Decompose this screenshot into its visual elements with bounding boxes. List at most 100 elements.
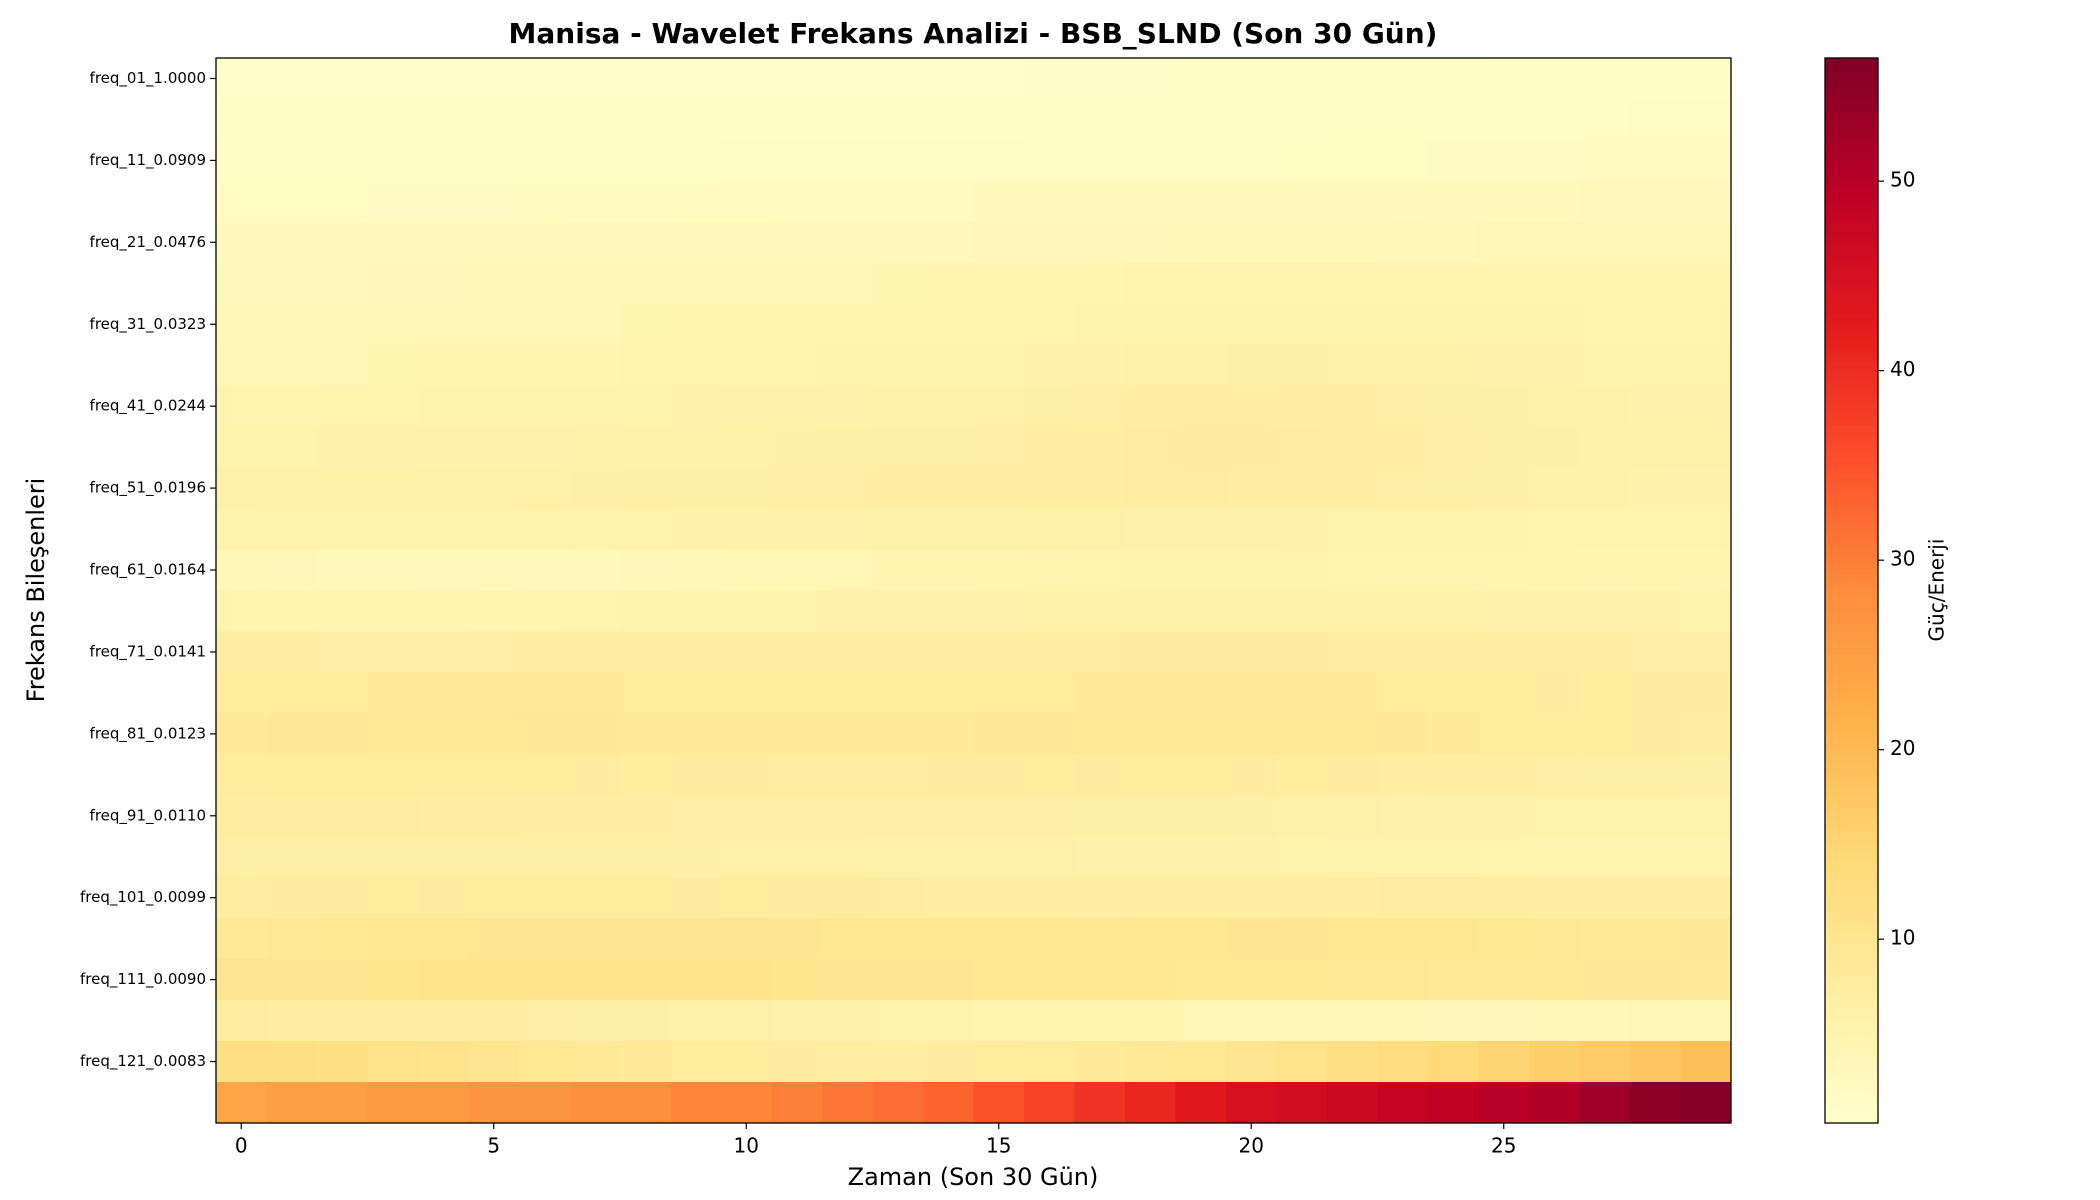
heatmap-cell <box>1428 713 1480 755</box>
heatmap-cell <box>923 426 975 469</box>
colorbar-swatch <box>1825 1032 1878 1039</box>
colorbar-swatch <box>1825 159 1878 166</box>
heatmap-cell <box>1630 877 1682 919</box>
heatmap-cell <box>1074 303 1126 346</box>
colorbar-swatch <box>1825 388 1878 395</box>
heatmap-cell <box>1024 590 1076 633</box>
colorbar-tick-label: 10 <box>1890 926 1915 950</box>
colorbar-swatch <box>1825 494 1878 501</box>
colorbar-swatch <box>1825 904 1878 911</box>
heatmap-cell <box>1680 98 1732 141</box>
heatmap-cell <box>1226 1082 1278 1124</box>
colorbar-swatch <box>1825 718 1878 725</box>
heatmap-cell <box>317 754 369 796</box>
heatmap-cell <box>418 918 470 960</box>
heatmap-cell <box>216 180 268 223</box>
colorbar-swatch <box>1825 228 1878 235</box>
heatmap-cell <box>1175 549 1227 592</box>
heatmap-cell <box>771 1041 823 1083</box>
colorbar-swatch <box>1825 569 1878 576</box>
heatmap-cell <box>721 344 773 387</box>
heatmap-cell <box>519 508 571 551</box>
heatmap-cell <box>771 713 823 755</box>
heatmap-cell <box>1276 180 1328 223</box>
heatmap-cell <box>1529 836 1581 878</box>
heatmap-cell <box>771 1082 823 1124</box>
heatmap-cell <box>822 836 874 878</box>
heatmap-cell <box>1226 467 1278 510</box>
heatmap-cell <box>1327 631 1379 674</box>
heatmap-cell <box>670 549 722 592</box>
heatmap-cell <box>620 1041 672 1083</box>
colorbar-swatch <box>1825 499 1878 506</box>
heatmap-cell <box>1074 836 1126 878</box>
heatmap-cell <box>822 754 874 796</box>
colorbar-swatch <box>1825 803 1878 810</box>
heatmap-cell <box>367 549 419 592</box>
colorbar-swatch <box>1825 1048 1878 1055</box>
heatmap-cell <box>216 795 268 837</box>
heatmap-cell <box>1680 713 1732 755</box>
colorbar-swatch <box>1825 835 1878 842</box>
heatmap-cell <box>1579 426 1631 469</box>
heatmap-cell <box>1428 918 1480 960</box>
colorbar-swatch <box>1825 979 1878 986</box>
colorbar-swatch <box>1825 968 1878 975</box>
heatmap-cell <box>1276 631 1328 674</box>
heatmap-cell <box>1175 959 1227 1001</box>
colorbar-swatch <box>1825 478 1878 485</box>
heatmap-cell <box>1226 98 1278 141</box>
colorbar-swatch <box>1825 878 1878 884</box>
heatmap-cell <box>1630 713 1682 755</box>
heatmap-cell <box>1125 139 1177 182</box>
heatmap-cell <box>1024 139 1076 182</box>
heatmap-cell <box>1327 262 1379 305</box>
heatmap-cell <box>519 139 571 182</box>
heatmap-cell <box>519 98 571 141</box>
heatmap-cell <box>1579 508 1631 551</box>
heatmap-cell <box>418 426 470 469</box>
heatmap-cell <box>317 426 369 469</box>
heatmap-cell <box>317 139 369 182</box>
heatmap-cell <box>569 1000 621 1042</box>
heatmap-cell <box>923 713 975 755</box>
heatmap-cell <box>771 98 823 141</box>
y-tick-label: freq_71_0.0141 <box>90 642 206 661</box>
heatmap-cell <box>418 713 470 755</box>
heatmap-cell <box>1377 877 1429 919</box>
heatmap-cell <box>1226 385 1278 428</box>
heatmap-cell <box>1529 795 1581 837</box>
heatmap-cell <box>1327 467 1379 510</box>
heatmap-cell <box>1074 221 1126 264</box>
heatmap-cell <box>1529 303 1581 346</box>
heatmap-cell <box>620 918 672 960</box>
heatmap-cell <box>1579 877 1631 919</box>
heatmap-cell <box>973 918 1025 960</box>
heatmap-cell <box>1529 877 1581 919</box>
heatmap-cell <box>973 139 1025 182</box>
colorbar-tick-label: 40 <box>1890 357 1915 381</box>
heatmap-cell <box>872 344 924 387</box>
heatmap-cell <box>1529 754 1581 796</box>
heatmap-cell <box>1327 959 1379 1001</box>
heatmap-cell <box>721 303 773 346</box>
heatmap-cell <box>216 631 268 674</box>
heatmap-cell <box>1125 590 1177 633</box>
heatmap-cell <box>721 58 773 100</box>
heatmap-cell <box>872 713 924 755</box>
heatmap-cell <box>923 385 975 428</box>
heatmap-cell <box>721 754 773 796</box>
heatmap-cell <box>620 58 672 100</box>
heatmap-cell <box>367 58 419 100</box>
heatmap-cell <box>670 713 722 755</box>
heatmap-cell <box>1074 98 1126 141</box>
heatmap-cell <box>1630 795 1682 837</box>
colorbar-swatch <box>1825 100 1878 107</box>
heatmap-cell <box>721 467 773 510</box>
heatmap-cell <box>418 139 470 182</box>
heatmap-cell <box>1276 918 1328 960</box>
heatmap-cell <box>872 58 924 100</box>
heatmap-cell <box>822 139 874 182</box>
colorbar-swatch <box>1825 468 1878 474</box>
heatmap-cell <box>1680 631 1732 674</box>
